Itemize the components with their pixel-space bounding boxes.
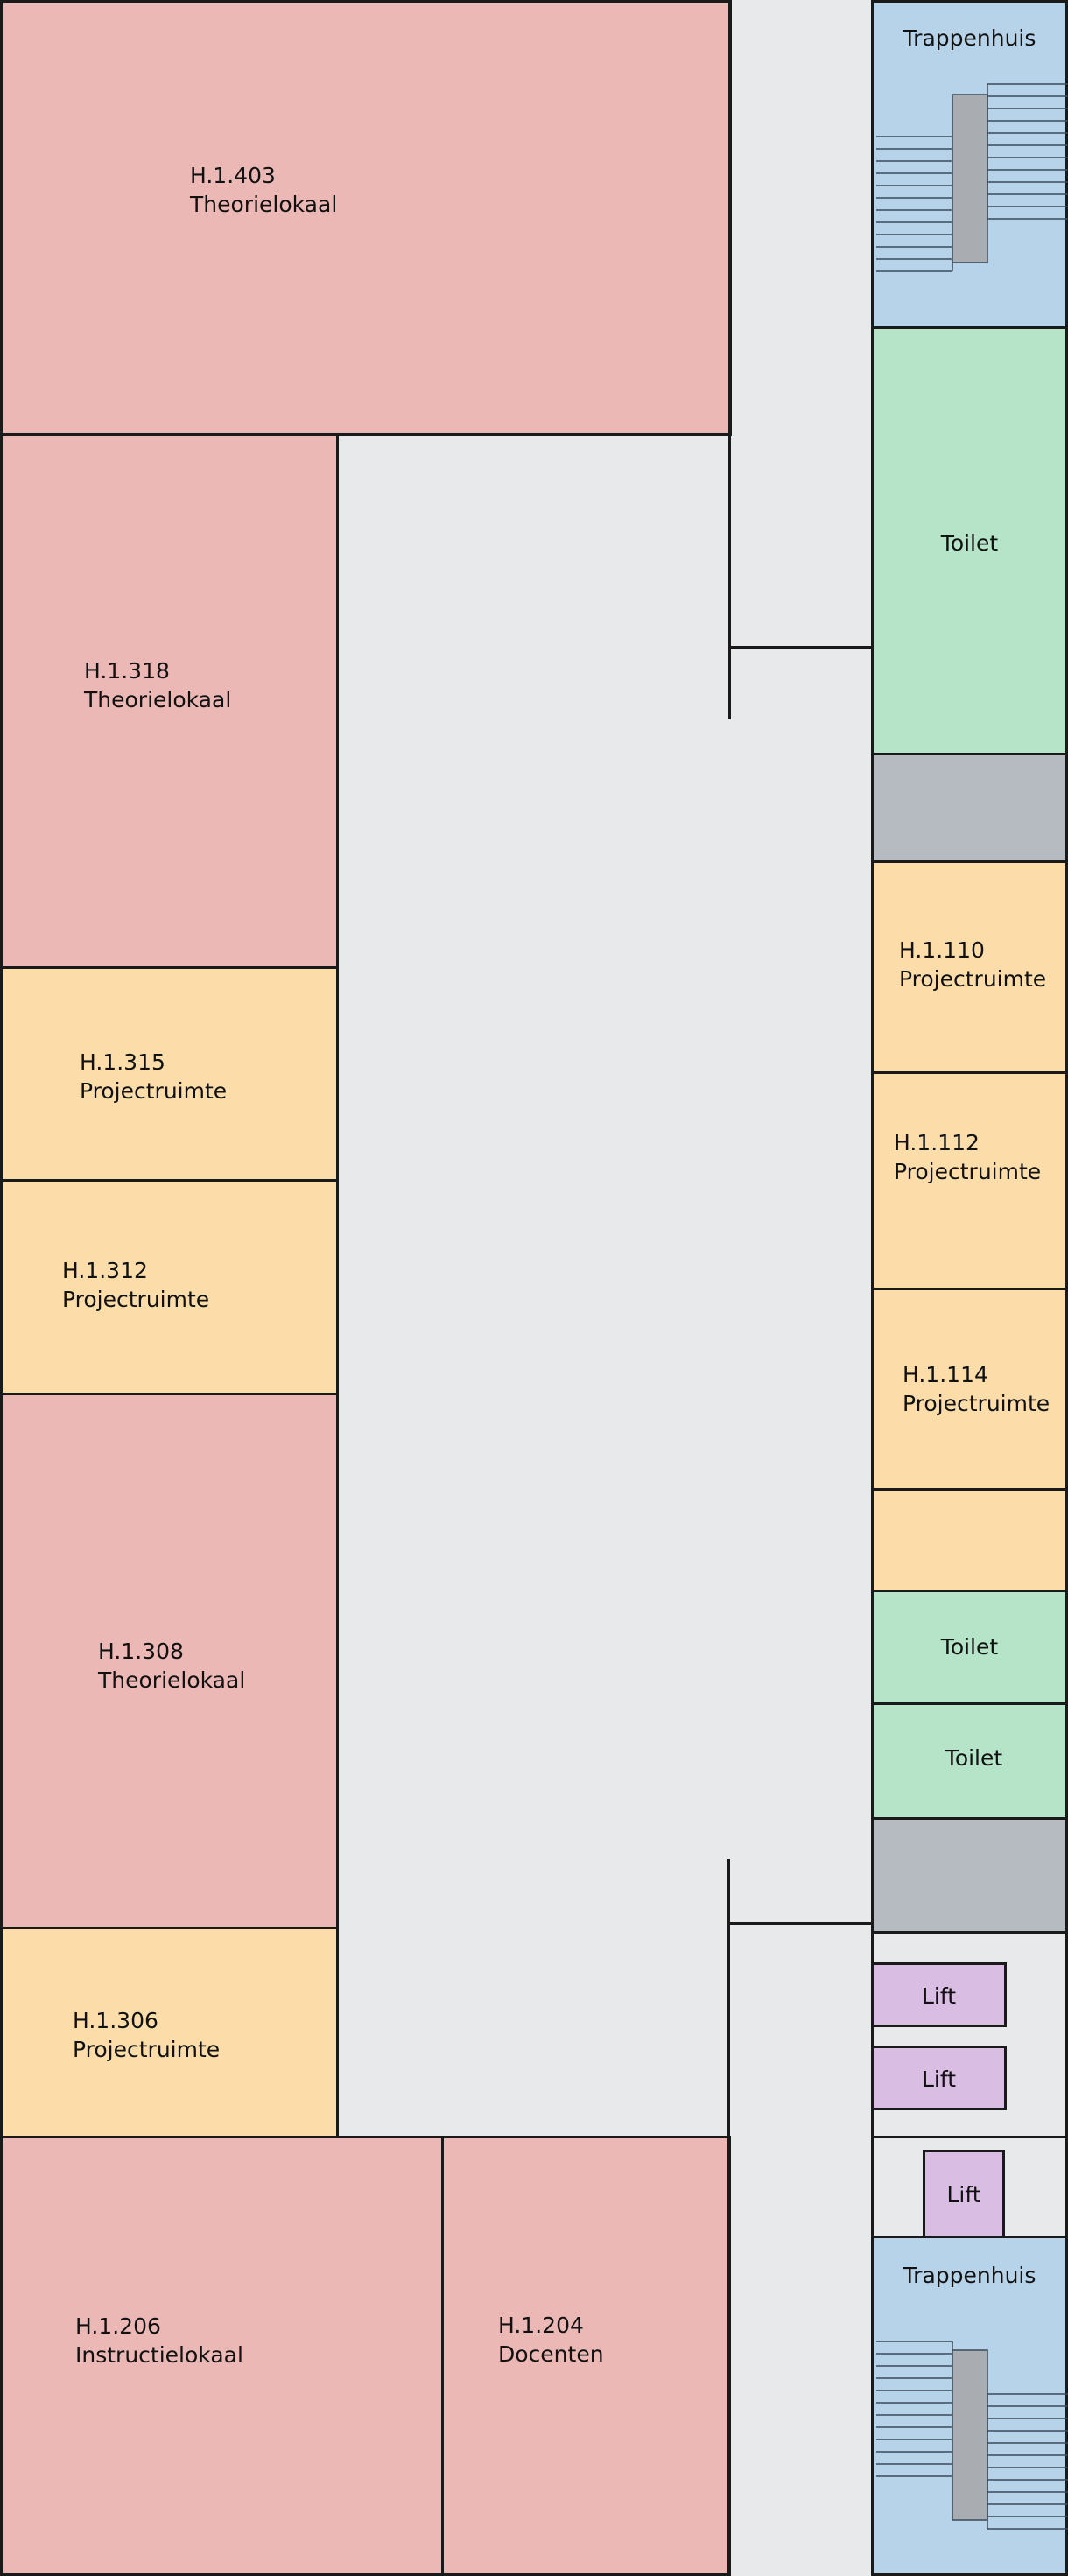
stairwell-label: Trappenhuis bbox=[903, 2263, 1036, 2288]
lift-label: Lift bbox=[946, 2182, 981, 2207]
storage-room bbox=[871, 1488, 1068, 1592]
lift-2[interactable]: Lift bbox=[871, 2046, 1007, 2110]
room-h1114[interactable]: H.1.114 Projectruimte bbox=[871, 1288, 1068, 1491]
room-code: H.1.204 bbox=[498, 2313, 584, 2338]
room-h1112[interactable]: H.1.112 Projectruimte bbox=[871, 1071, 1068, 1290]
utility-room-bottom bbox=[871, 1817, 1068, 1934]
room-type: Projectruimte bbox=[903, 1391, 1050, 1416]
room-type: Docenten bbox=[498, 2341, 604, 2367]
room-type: Theorielokaal bbox=[84, 687, 232, 712]
toilet-2[interactable]: Toilet bbox=[871, 1702, 1068, 1820]
room-label: H.1.312 Projectruimte bbox=[62, 1256, 209, 1314]
room-label: H.1.114 Projectruimte bbox=[903, 1360, 1050, 1418]
stairs-icon bbox=[876, 2341, 1068, 2530]
corridor-wall bbox=[728, 0, 731, 719]
stairwell-label: Trappenhuis bbox=[903, 25, 1036, 51]
room-type: Projectruimte bbox=[894, 1159, 1042, 1184]
stairwell-top[interactable]: Trappenhuis bbox=[871, 0, 1068, 329]
stairs-icon bbox=[876, 83, 1068, 272]
room-label: H.1.112 Projectruimte bbox=[894, 1128, 1041, 1186]
lift-label: Lift bbox=[921, 1983, 957, 2009]
room-label: H.1.315 Projectruimte bbox=[80, 1048, 227, 1106]
room-label: H.1.110 Projectruimte bbox=[899, 936, 1046, 993]
corridor-wall bbox=[728, 646, 874, 649]
toilet-label: Toilet bbox=[940, 530, 999, 556]
room-type: Projectruimte bbox=[80, 1078, 228, 1104]
room-code: H.1.112 bbox=[894, 1130, 980, 1155]
room-label: H.1.308 Theorielokaal bbox=[98, 1637, 245, 1695]
lift-3[interactable]: Lift bbox=[923, 2150, 1005, 2240]
utility-room-top bbox=[871, 753, 1068, 863]
room-h1315[interactable]: H.1.315 Projectruimte bbox=[0, 966, 339, 1182]
room-type: Projectruimte bbox=[62, 1287, 210, 1312]
room-h1110[interactable]: H.1.110 Projectruimte bbox=[871, 860, 1068, 1074]
room-h1306[interactable]: H.1.306 Projectruimte bbox=[0, 1927, 339, 2138]
room-label: H.1.206 Instructielokaal bbox=[75, 2312, 243, 2369]
room-label: H.1.306 Projectruimte bbox=[73, 2006, 220, 2064]
room-label: H.1.403 Theorielokaal bbox=[190, 161, 337, 219]
room-h1308[interactable]: H.1.308 Theorielokaal bbox=[0, 1393, 339, 1929]
room-label: H.1.318 Theorielokaal bbox=[84, 656, 231, 714]
room-code: H.1.318 bbox=[84, 658, 170, 684]
room-label: H.1.204 Docenten bbox=[498, 2311, 604, 2369]
lift-label: Lift bbox=[921, 2067, 957, 2092]
room-code: H.1.114 bbox=[903, 1362, 988, 1387]
room-h1318[interactable]: H.1.318 Theorielokaal bbox=[0, 433, 339, 969]
room-code: H.1.110 bbox=[899, 937, 985, 963]
toilet-label: Toilet bbox=[945, 1745, 1003, 1771]
room-type: Theorielokaal bbox=[98, 1667, 246, 1693]
lift-1[interactable]: Lift bbox=[871, 1962, 1007, 2027]
room-type: Instructielokaal bbox=[75, 2342, 243, 2368]
room-h1312[interactable]: H.1.312 Projectruimte bbox=[0, 1179, 339, 1395]
corridor-wall bbox=[727, 1922, 874, 1925]
room-type: Theorielokaal bbox=[190, 192, 338, 217]
toilet-large[interactable]: Toilet bbox=[871, 326, 1068, 755]
room-type: Projectruimte bbox=[899, 966, 1047, 992]
room-h1204[interactable]: H.1.204 Docenten bbox=[441, 2136, 731, 2576]
room-h1206[interactable]: H.1.206 Instructielokaal bbox=[0, 2136, 444, 2576]
room-code: H.1.206 bbox=[75, 2313, 161, 2339]
room-code: H.1.315 bbox=[80, 1049, 165, 1075]
room-h1403[interactable]: H.1.403 Theorielokaal bbox=[0, 0, 732, 436]
stairwell-bottom[interactable]: Trappenhuis bbox=[871, 2236, 1068, 2576]
room-code: H.1.306 bbox=[73, 2008, 158, 2033]
corridor-wall bbox=[727, 1859, 730, 2576]
room-type: Projectruimte bbox=[73, 2037, 221, 2062]
toilet-label: Toilet bbox=[940, 1634, 999, 1660]
room-code: H.1.403 bbox=[190, 163, 276, 188]
toilet-1[interactable]: Toilet bbox=[871, 1590, 1068, 1705]
room-code: H.1.312 bbox=[62, 1258, 148, 1283]
room-code: H.1.308 bbox=[98, 1639, 184, 1664]
